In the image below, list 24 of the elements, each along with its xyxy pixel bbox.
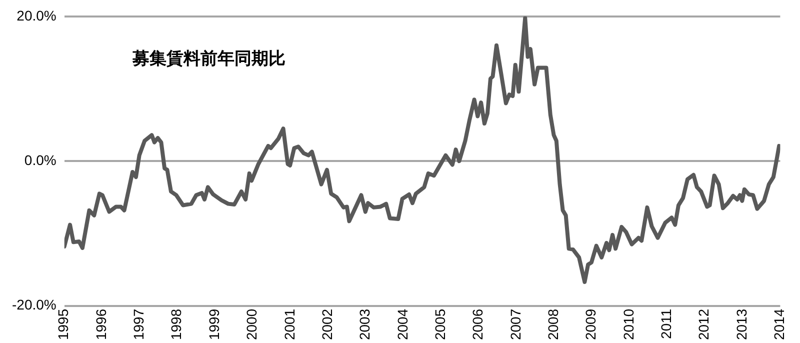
x-tick-label: 2004: [394, 308, 410, 340]
x-tick-label: 2012: [696, 308, 712, 340]
x-tick-label: 1996: [92, 308, 109, 340]
text: 募集賃料前年同期比: [131, 49, 286, 68]
x-tick-label: 2001: [281, 308, 298, 340]
x-tick-label: 1999: [206, 308, 222, 340]
x-tick-label: 1997: [130, 308, 147, 340]
x-tick-label: 2002: [318, 308, 335, 340]
x-tick-label: 1998: [168, 308, 184, 340]
x-tick-label: 2013: [733, 308, 750, 340]
x-tick-label: 2006: [470, 308, 486, 340]
x-tick-label: 2003: [356, 308, 373, 340]
x-tick-label: 2005: [432, 308, 448, 340]
x-tick-label: 1995: [55, 308, 72, 340]
x-tick-label: 2000: [244, 308, 260, 340]
x-tick-label: 2010: [620, 308, 636, 340]
y-tick-label: -20.0%: [12, 296, 56, 313]
x-tick-label: 2009: [582, 308, 599, 340]
x-tick-label: 2011: [658, 308, 674, 339]
x-tick-label: 2014: [771, 308, 788, 340]
y-tick-label: 0.0%: [24, 152, 56, 168]
y-tick-label: 20.0%: [16, 7, 56, 24]
x-tick-label: 2008: [545, 308, 562, 340]
x-tick-label: 2007: [507, 308, 524, 340]
